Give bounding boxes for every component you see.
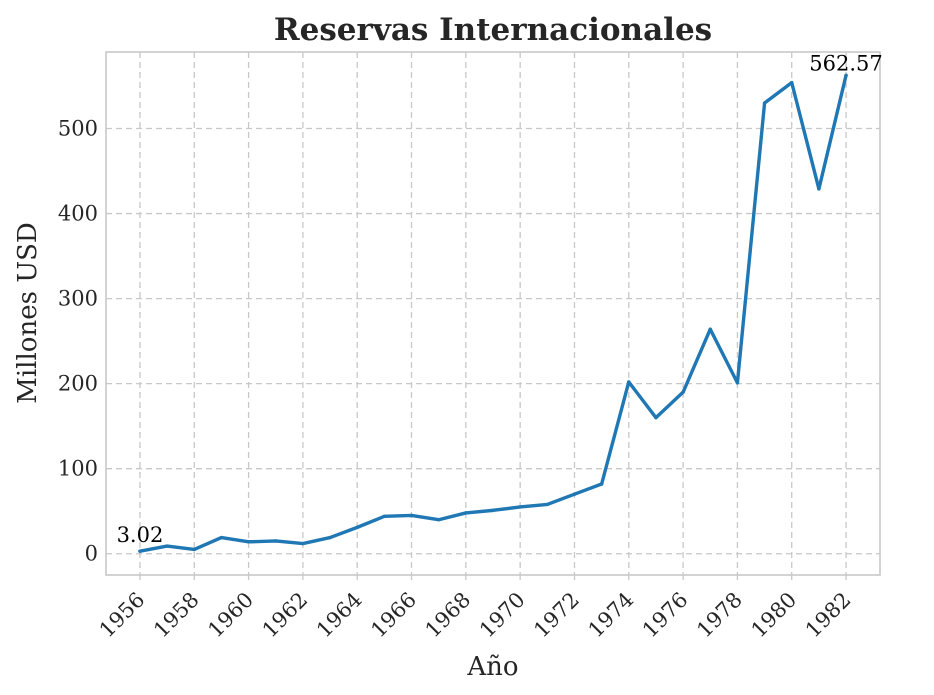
plot-frame xyxy=(105,51,881,576)
data-point xyxy=(382,514,387,519)
y-tick-label: 400 xyxy=(58,202,98,226)
data-point xyxy=(545,502,550,507)
x-tick-label: 1970 xyxy=(475,588,530,643)
data-point xyxy=(681,390,685,394)
data-point xyxy=(192,547,196,552)
x-tick-label: 1962 xyxy=(258,588,313,643)
y-tick-label: 500 xyxy=(58,117,98,141)
y-tick-label: 0 xyxy=(85,542,98,566)
data-point xyxy=(246,540,251,544)
chart-title: Reservas Internacionales xyxy=(274,12,712,48)
data-point xyxy=(817,187,821,191)
grid xyxy=(106,52,880,575)
y-tick-label: 100 xyxy=(58,457,98,481)
data-point xyxy=(762,101,767,105)
data-point xyxy=(165,544,169,548)
x-axis-ticks: 1956 1958 1960 1962 1964 1966 1968 1970 1972 1974… xyxy=(95,575,856,642)
x-tick-label: 1958 xyxy=(149,588,204,643)
data-point xyxy=(464,511,468,515)
data-point xyxy=(328,535,332,540)
data-point xyxy=(518,505,522,509)
x-tick-label: 1960 xyxy=(203,588,258,643)
data-point xyxy=(572,492,577,496)
x-tick-label: 1956 xyxy=(95,588,150,643)
annotations: 3.02 562.57 xyxy=(117,51,883,547)
data-point xyxy=(654,415,658,420)
data-point xyxy=(599,482,604,486)
y-axis-ticks: 0 100 200 300 400 500 xyxy=(58,117,98,566)
data-point xyxy=(274,539,278,543)
x-tick-label: 1966 xyxy=(366,588,421,643)
data-point xyxy=(491,508,495,513)
x-tick-label: 1972 xyxy=(529,588,584,643)
y-tick-label: 200 xyxy=(58,372,98,396)
x-tick-label: 1976 xyxy=(638,588,693,643)
x-tick-label: 1974 xyxy=(584,588,639,643)
data-point xyxy=(409,513,414,518)
x-axis-label: Año xyxy=(466,652,518,682)
data-point xyxy=(708,327,712,331)
y-tick-label: 300 xyxy=(58,287,98,311)
annotation-first-value: 3.02 xyxy=(117,523,164,547)
x-tick-label: 1978 xyxy=(692,588,747,643)
data-point xyxy=(138,549,142,553)
x-tick-label: 1964 xyxy=(312,588,367,643)
x-tick-label: 1982 xyxy=(801,588,856,643)
annotation-last-value: 562.57 xyxy=(809,51,882,75)
data-point xyxy=(436,518,441,522)
data-point xyxy=(790,80,794,85)
x-tick-label: 1980 xyxy=(747,588,802,643)
data-point xyxy=(355,525,359,530)
data-point xyxy=(301,541,305,546)
x-tick-label: 1968 xyxy=(421,588,476,643)
data-point xyxy=(627,380,631,384)
data-point xyxy=(219,535,224,540)
data-point xyxy=(844,73,848,78)
y-axis-label: Millones USD xyxy=(13,222,43,404)
series-line xyxy=(138,73,848,553)
series-layer xyxy=(138,73,848,553)
data-point xyxy=(735,381,740,385)
